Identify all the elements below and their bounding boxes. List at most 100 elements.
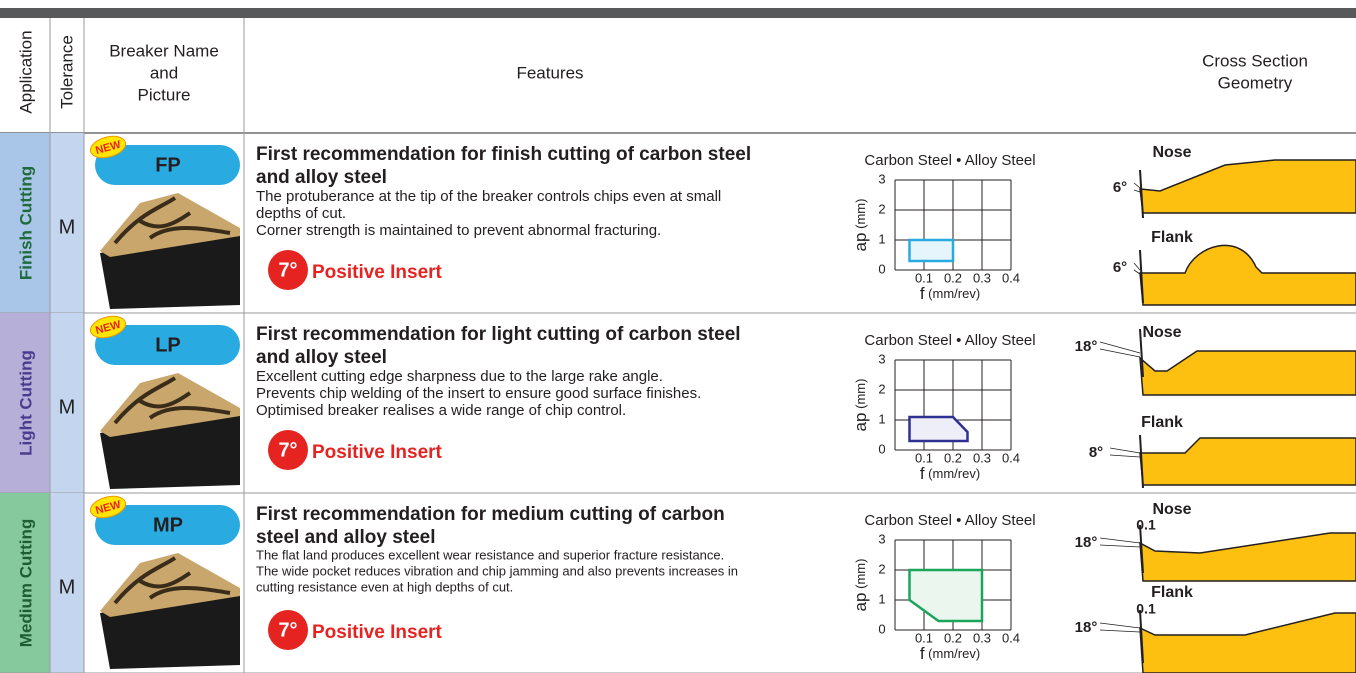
breaker-name: LP (155, 334, 181, 356)
y-axis-name: ap (851, 593, 870, 612)
nose-profile (1140, 533, 1356, 581)
y-axis-name: ap (851, 233, 870, 252)
flank-label: Flank (1151, 229, 1193, 246)
feature-title: First recommendation for finish cutting … (256, 144, 751, 165)
y-axis-unit: (mm) (853, 379, 868, 409)
feature-title: and alloy steel (256, 347, 387, 368)
y-tick-label: 1 (878, 231, 885, 246)
nose-angle: 18° (1075, 338, 1098, 355)
application: Light Cutting (16, 350, 35, 456)
y-tick-label: 2 (878, 201, 885, 216)
feature-description: Optimised breaker realises a wide range … (256, 402, 626, 419)
x-axis-label: f (mm/rev) (920, 644, 980, 663)
x-tick-label: 0.3 (973, 450, 991, 465)
flank-angle: 6° (1113, 259, 1127, 276)
angle-line (1100, 630, 1140, 632)
y-tick-label: 0 (878, 261, 885, 276)
header-dividers (50, 18, 244, 133)
feature-description: The wide pocket reduces vibration and ch… (256, 563, 738, 578)
spec-table: Application Tolerance Breaker Name and P… (0, 0, 1356, 673)
y-axis-name: ap (851, 413, 870, 432)
header-features: Features (516, 63, 583, 82)
x-tick-label: 0.2 (944, 630, 962, 645)
x-tick-label: 0.1 (915, 450, 933, 465)
header-breaker: and (150, 63, 178, 82)
feature-title: First recommendation for medium cutting … (256, 504, 725, 525)
insert-type: Positive Insert (312, 622, 443, 643)
flank-profile (1140, 613, 1356, 673)
insert-type: Positive Insert (312, 442, 443, 463)
y-axis-unit: (mm) (853, 199, 868, 229)
header-tolerance: Tolerance (57, 35, 76, 109)
y-tick-label: 0 (878, 441, 885, 456)
angle-line (1134, 263, 1140, 270)
y-axis-label: ap (mm) (851, 379, 870, 432)
angle: 7° (278, 619, 297, 641)
breaker-name: MP (153, 514, 183, 536)
feature-description: The protuberance at the tip of the break… (256, 188, 721, 205)
feature-description: Prevents chip welding of the insert to e… (256, 385, 701, 402)
chart-label: Carbon Steel • Alloy Steel (864, 152, 1035, 169)
top-bar (0, 8, 1356, 18)
angle-line (1100, 545, 1140, 547)
angle-line (1110, 455, 1140, 457)
x-tick-label: 0.1 (915, 630, 933, 645)
feature-title: steel and alloy steel (256, 527, 436, 548)
chip-control-region (910, 417, 968, 441)
feature-description: The flat land produces excellent wear re… (256, 547, 724, 562)
y-tick-label: 2 (878, 381, 885, 396)
angle-line (1100, 342, 1140, 353)
x-tick-label: 0.2 (944, 450, 962, 465)
y-axis-label: ap (mm) (851, 199, 870, 252)
feature-description: Excellent cutting edge sharpness due to … (256, 368, 663, 385)
feature-title: First recommendation for light cutting o… (256, 324, 741, 345)
feature-description: Corner strength is maintained to prevent… (256, 222, 661, 239)
y-tick-label: 1 (878, 411, 885, 426)
feature-description: cutting resistance even at high depths o… (256, 579, 513, 594)
nose-label: Nose (1142, 324, 1181, 341)
angle-line (1134, 190, 1140, 192)
insert-type: Positive Insert (312, 262, 443, 283)
chip-control-region (910, 570, 983, 621)
y-tick-label: 3 (878, 531, 885, 546)
land-width: 0.1 (1136, 601, 1156, 617)
land-width: 0.1 (1136, 517, 1156, 533)
nose-profile (1140, 351, 1356, 395)
header-breaker: Breaker Name (109, 41, 219, 60)
flank-label: Flank (1151, 584, 1193, 601)
header-breaker: Picture (138, 85, 191, 104)
nose-label: Nose (1152, 144, 1191, 161)
y-tick-label: 3 (878, 171, 885, 186)
x-axis-unit: (mm/rev) (928, 286, 980, 301)
application: Finish Cutting (16, 166, 35, 280)
angle-line (1134, 183, 1140, 188)
feature-description: depths of cut. (256, 205, 346, 222)
x-tick-label: 0.4 (1002, 270, 1020, 285)
y-tick-label: 2 (878, 561, 885, 576)
flank-angle: 18° (1075, 619, 1098, 636)
nose-profile (1140, 160, 1356, 213)
y-tick-label: 3 (878, 351, 885, 366)
tolerance: M (59, 216, 76, 238)
angle-line (1100, 538, 1140, 543)
flank-label: Flank (1141, 414, 1183, 431)
breaker-name: FP (155, 154, 181, 176)
flank-profile (1140, 438, 1356, 485)
y-axis-unit: (mm) (853, 559, 868, 589)
y-tick-label: 0 (878, 621, 885, 636)
x-axis-name: f (920, 644, 925, 663)
nose-label: Nose (1152, 501, 1191, 518)
tolerance: M (59, 576, 76, 598)
x-axis-name: f (920, 464, 925, 483)
x-axis-name: f (920, 284, 925, 303)
nose-angle: 6° (1113, 179, 1127, 196)
angle-line (1100, 349, 1140, 357)
x-tick-label: 0.3 (973, 630, 991, 645)
application: Medium Cutting (16, 519, 35, 647)
angle-line (1134, 270, 1140, 274)
page: Application Tolerance Breaker Name and P… (0, 0, 1356, 673)
chip-control-region (910, 240, 954, 261)
feature-title: and alloy steel (256, 167, 387, 188)
flank-profile (1140, 245, 1356, 305)
